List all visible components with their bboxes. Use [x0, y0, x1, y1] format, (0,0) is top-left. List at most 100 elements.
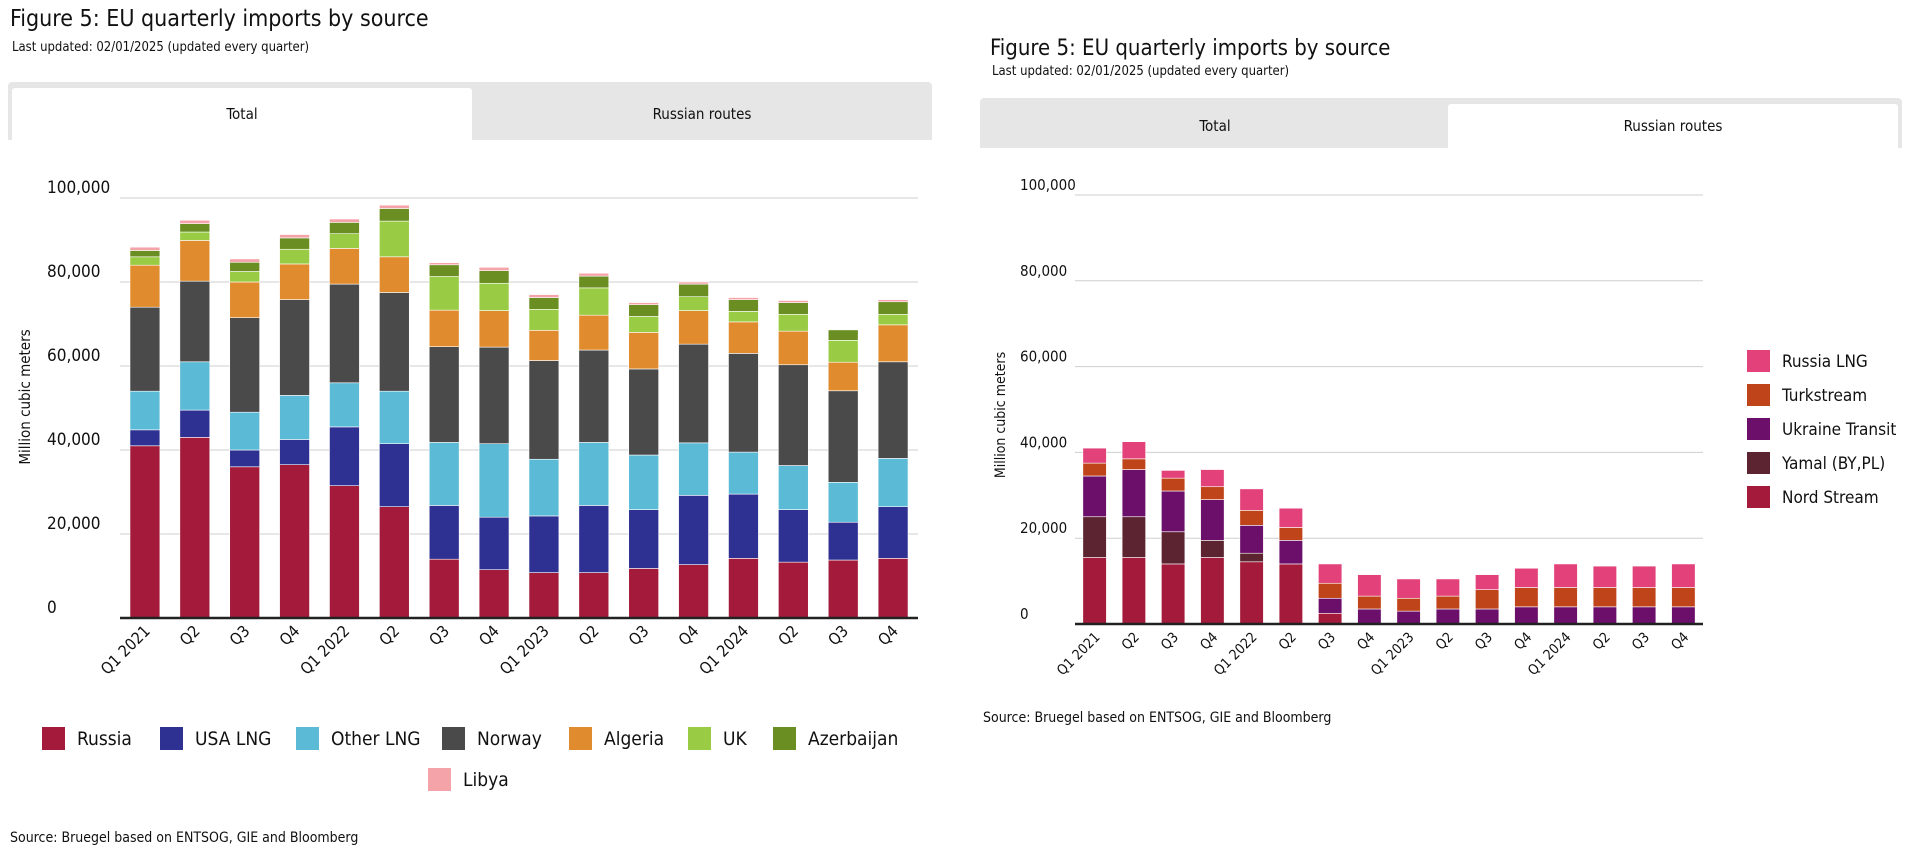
bar-segment-other-lng[interactable]: [379, 390, 410, 445]
bar-segment-azerbaijan[interactable]: [329, 222, 360, 235]
bar-segment-russia[interactable]: [578, 572, 610, 619]
bar-segment-azerbaijan[interactable]: [379, 208, 410, 222]
bar-segment-russia-lng[interactable]: [1278, 507, 1303, 528]
bar-segment-norway[interactable]: [528, 360, 560, 460]
tab-russian-routes[interactable]: Russian routes: [652, 105, 752, 123]
bar-segment-usa-lng[interactable]: [478, 516, 510, 571]
bar-segment-usa-lng[interactable]: [279, 439, 310, 466]
bar-segment-nord-stream[interactable]: [1121, 557, 1146, 625]
bar-segment-nord-stream[interactable]: [1239, 561, 1264, 625]
bar-segment-turkstream[interactable]: [1121, 458, 1146, 470]
bar-segment-uk[interactable]: [329, 233, 360, 249]
bar-segment-usa-lng[interactable]: [628, 509, 659, 569]
bar-segment-libya[interactable]: [877, 299, 909, 303]
legend-item-ukraine-transit[interactable]: Ukraine Transit: [1747, 418, 1896, 440]
bar-segment-norway[interactable]: [179, 280, 211, 363]
bar-segment-algeria[interactable]: [379, 256, 410, 293]
bar-segment-russia-lng[interactable]: [1318, 563, 1343, 584]
bar-segment-azerbaijan[interactable]: [528, 297, 560, 310]
bar-segment-russia[interactable]: [279, 464, 310, 619]
bar-segment-russia-lng[interactable]: [1121, 441, 1146, 460]
bar-segment-ukraine-transit[interactable]: [1318, 597, 1343, 614]
bar-segment-russia[interactable]: [129, 445, 161, 619]
bar-segment-algeria[interactable]: [179, 240, 211, 282]
bar-segment-russia[interactable]: [379, 506, 410, 619]
bar-segment-other-lng[interactable]: [578, 442, 610, 506]
bar-segment-uk[interactable]: [129, 256, 161, 266]
bar-segment-turkstream[interactable]: [1475, 589, 1500, 610]
bar-segment-libya[interactable]: [478, 266, 510, 271]
bar-segment-algeria[interactable]: [528, 329, 560, 361]
bar-segment-uk[interactable]: [528, 308, 560, 331]
bar-segment-uk[interactable]: [877, 314, 909, 326]
bar-segment-turkstream[interactable]: [1082, 462, 1107, 477]
bar-segment-ukraine-transit[interactable]: [1082, 475, 1107, 518]
bar-segment-russia[interactable]: [628, 568, 659, 619]
bar-segment-ukraine-transit[interactable]: [1121, 469, 1146, 518]
bar-segment-algeria[interactable]: [778, 330, 809, 366]
bar-segment-uk[interactable]: [379, 220, 410, 258]
bar-segment-azerbaijan[interactable]: [478, 270, 510, 284]
bar-segment-algeria[interactable]: [329, 248, 360, 285]
bar-segment-azerbaijan[interactable]: [578, 275, 610, 289]
bar-segment-azerbaijan[interactable]: [129, 250, 161, 258]
bar-segment-uk[interactable]: [827, 340, 859, 363]
bar-segment-norway[interactable]: [877, 361, 909, 459]
bar-segment-libya[interactable]: [728, 297, 759, 300]
bar-segment-turkstream[interactable]: [1200, 486, 1225, 500]
bar-segment-algeria[interactable]: [827, 361, 859, 392]
bar-segment-uk[interactable]: [728, 311, 759, 323]
bar-segment-azerbaijan[interactable]: [428, 264, 460, 277]
bar-segment-russia-lng[interactable]: [1396, 578, 1421, 599]
bar-segment-russia[interactable]: [778, 561, 809, 619]
bar-segment-uk[interactable]: [678, 296, 709, 311]
bar-segment-usa-lng[interactable]: [428, 505, 460, 560]
bar-segment-libya[interactable]: [279, 234, 310, 239]
bar-segment-other-lng[interactable]: [179, 361, 211, 411]
bar-segment-algeria[interactable]: [229, 281, 260, 319]
bar-segment-norway[interactable]: [578, 349, 610, 443]
bar-segment-ukraine-transit[interactable]: [1475, 608, 1500, 625]
bar-segment-usa-lng[interactable]: [379, 443, 410, 508]
bar-segment-ukraine-transit[interactable]: [1553, 606, 1578, 625]
bar-segment-azerbaijan[interactable]: [877, 301, 909, 315]
bar-segment-turkstream[interactable]: [1435, 595, 1460, 610]
bar-segment-yamal-by-pl[interactable]: [1161, 531, 1186, 565]
bar-segment-ukraine-transit[interactable]: [1592, 606, 1617, 625]
bar-segment-norway[interactable]: [428, 346, 460, 443]
bar-segment-uk[interactable]: [179, 231, 211, 241]
bar-segment-russia-lng[interactable]: [1239, 488, 1264, 511]
bar-segment-russia-lng[interactable]: [1357, 574, 1382, 597]
bar-segment-uk[interactable]: [229, 271, 260, 283]
legend-item-azerbaijan[interactable]: Azerbaijan: [773, 727, 898, 750]
legend-item-algeria[interactable]: Algeria: [569, 727, 664, 750]
bar-segment-azerbaijan[interactable]: [179, 223, 211, 233]
bar-segment-uk[interactable]: [428, 276, 460, 311]
legend-item-yamal-by-pl[interactable]: Yamal (BY,PL): [1747, 452, 1885, 474]
bar-segment-norway[interactable]: [827, 390, 859, 483]
bar-segment-norway[interactable]: [129, 306, 161, 392]
bar-segment-usa-lng[interactable]: [778, 509, 809, 563]
bar-segment-russia-lng[interactable]: [1475, 574, 1500, 590]
bar-segment-turkstream[interactable]: [1514, 587, 1539, 608]
bar-segment-ukraine-transit[interactable]: [1161, 490, 1186, 533]
bar-segment-yamal-by-pl[interactable]: [1082, 516, 1107, 558]
tab-russian-routes[interactable]: Russian routes: [1448, 104, 1898, 148]
bar-segment-turkstream[interactable]: [1632, 587, 1657, 608]
bar-segment-uk[interactable]: [578, 287, 610, 316]
bar-segment-norway[interactable]: [628, 368, 659, 456]
bar-segment-turkstream[interactable]: [1161, 477, 1186, 492]
bar-segment-ukraine-transit[interactable]: [1357, 608, 1382, 625]
bar-segment-other-lng[interactable]: [827, 482, 859, 523]
bar-segment-norway[interactable]: [329, 283, 360, 384]
bar-segment-other-lng[interactable]: [728, 451, 759, 495]
bar-segment-russia-lng[interactable]: [1200, 469, 1225, 488]
bar-segment-azerbaijan[interactable]: [728, 299, 759, 312]
bar-segment-russia-lng[interactable]: [1592, 565, 1617, 588]
bar-segment-norway[interactable]: [678, 343, 709, 444]
bar-segment-russia[interactable]: [229, 466, 260, 619]
bar-segment-usa-lng[interactable]: [329, 426, 360, 486]
bar-segment-other-lng[interactable]: [279, 395, 310, 440]
bar-segment-norway[interactable]: [229, 317, 260, 413]
bar-segment-turkstream[interactable]: [1278, 527, 1303, 541]
